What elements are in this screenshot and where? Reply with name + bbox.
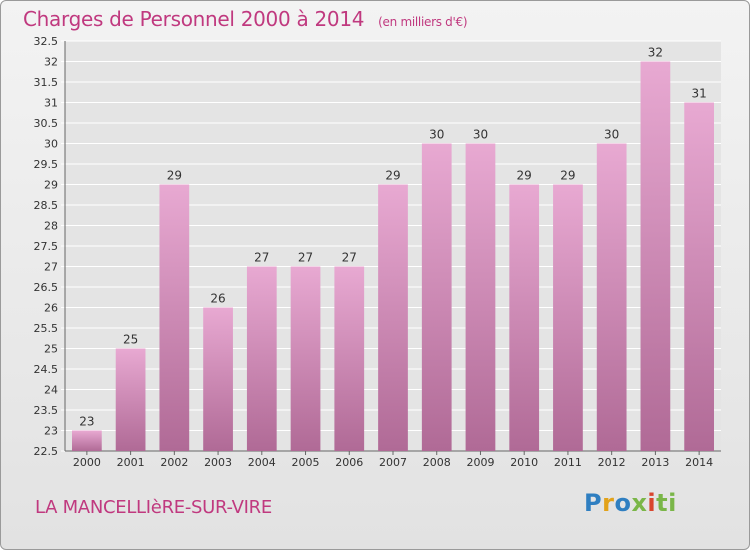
bar xyxy=(684,102,715,451)
y-tick-label: 23.5 xyxy=(34,404,59,417)
y-tick-label: 30 xyxy=(44,138,58,151)
chart-subtitle: (en milliers d'€) xyxy=(378,15,468,29)
bar xyxy=(553,184,583,451)
data-label: 27 xyxy=(342,251,357,265)
bar xyxy=(159,184,190,451)
proxiti-logo: Proxiti xyxy=(584,489,677,517)
x-tick-label: 2008 xyxy=(423,456,451,469)
x-tick-label: 2006 xyxy=(335,456,363,469)
y-tick-label: 23 xyxy=(44,425,58,438)
y-tick-label: 31.5 xyxy=(34,76,59,89)
data-label: 29 xyxy=(385,169,400,183)
bar xyxy=(378,184,408,451)
data-label: 30 xyxy=(604,128,619,142)
data-label: 29 xyxy=(167,169,182,183)
data-label: 31 xyxy=(691,87,706,101)
bar xyxy=(203,307,233,451)
y-tick-label: 25 xyxy=(44,343,58,356)
x-tick-label: 2007 xyxy=(379,456,407,469)
y-tick-label: 27 xyxy=(44,261,58,274)
place-name: LA MANCELLIèRE-SUR-VIRE xyxy=(35,497,272,518)
data-label: 25 xyxy=(123,333,138,347)
x-tick-label: 2009 xyxy=(466,456,494,469)
x-tick-label: 2000 xyxy=(73,456,101,469)
y-tick-label: 24 xyxy=(44,384,58,397)
y-tick-label: 31 xyxy=(44,97,58,110)
bar xyxy=(115,348,146,451)
x-tick-label: 2002 xyxy=(160,456,188,469)
bar xyxy=(246,266,277,451)
y-tick-label: 26.5 xyxy=(34,281,59,294)
logo-letter: ti xyxy=(656,489,677,517)
logo-letter: r xyxy=(602,489,615,517)
bar xyxy=(640,61,671,451)
y-tick-label: 32 xyxy=(44,56,58,69)
y-tick-label: 26 xyxy=(44,302,58,315)
x-tick-label: 2011 xyxy=(554,456,582,469)
logo-letter: o xyxy=(614,489,632,517)
y-tick-label: 32.5 xyxy=(34,35,59,48)
y-tick-label: 29.5 xyxy=(34,158,59,171)
y-tick-label: 28.5 xyxy=(34,199,59,212)
chart-title-text: Charges de Personnel 2000 à 2014 xyxy=(23,7,365,31)
x-tick-label: 2012 xyxy=(598,456,626,469)
x-tick-label: 2010 xyxy=(510,456,538,469)
x-tick-label: 2001 xyxy=(117,456,145,469)
y-tick-label: 30.5 xyxy=(34,117,59,130)
x-tick-label: 2003 xyxy=(204,456,232,469)
chart-title: Charges de Personnel 2000 à 2014 (en mill… xyxy=(23,7,468,31)
bar xyxy=(421,143,452,451)
logo-letter: P xyxy=(584,489,603,517)
x-tick-label: 2005 xyxy=(292,456,320,469)
bar xyxy=(334,266,365,451)
x-tick-label: 2013 xyxy=(641,456,669,469)
data-label: 27 xyxy=(298,251,313,265)
data-label: 32 xyxy=(648,46,663,60)
data-label: 26 xyxy=(210,292,225,306)
data-label: 30 xyxy=(429,128,444,142)
y-tick-label: 28 xyxy=(44,220,58,233)
x-tick-label: 2004 xyxy=(248,456,276,469)
data-label: 30 xyxy=(473,128,488,142)
y-tick-label: 22.5 xyxy=(34,445,59,458)
bar xyxy=(71,430,102,451)
bar xyxy=(290,266,321,451)
y-tick-label: 25.5 xyxy=(34,322,59,335)
logo-letter: x xyxy=(631,489,648,517)
bar xyxy=(509,184,540,451)
x-tick-label: 2014 xyxy=(685,456,713,469)
bar xyxy=(596,143,627,451)
y-tick-label: 29 xyxy=(44,179,58,192)
y-tick-label: 27.5 xyxy=(34,240,59,253)
bar xyxy=(465,143,496,451)
logo-letter: i xyxy=(647,489,657,517)
data-label: 29 xyxy=(517,169,532,183)
y-tick-label: 24.5 xyxy=(34,363,59,376)
data-label: 27 xyxy=(254,251,269,265)
data-label: 23 xyxy=(79,415,94,429)
data-label: 29 xyxy=(560,169,575,183)
